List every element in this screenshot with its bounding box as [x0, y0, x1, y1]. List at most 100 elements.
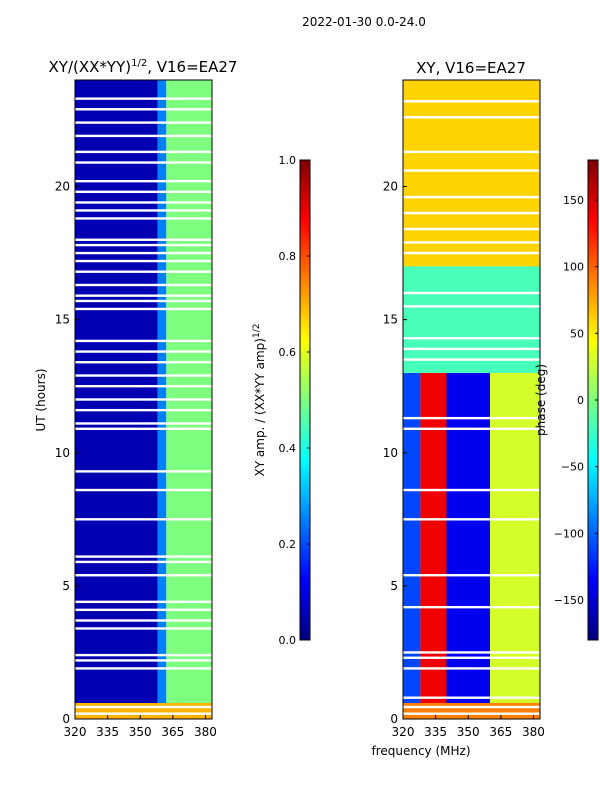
left-flagged-row: [75, 653, 212, 657]
left-flagged-row: [75, 283, 212, 287]
left-y-tick-label: 20: [55, 180, 70, 194]
right-heatmap-region: [403, 372, 421, 704]
left-heatmap-panel: XY/(XX*YY)1/2, V16=EA27 320 335 350 365 380 …: [34, 58, 237, 739]
right-flagged-row: [403, 116, 540, 119]
left-flagged-row: [75, 627, 212, 630]
right-flagged-row: [403, 305, 540, 308]
left-flagged-row: [75, 209, 212, 212]
left-x-tick-label: 365: [161, 725, 184, 739]
right-flagged-row: [403, 150, 540, 154]
right-flagged-row: [403, 358, 540, 361]
left-colorbar-tick-label: 0.6: [279, 346, 297, 359]
left-flagged-row: [75, 659, 212, 662]
right-flagged-row: [403, 712, 540, 715]
left-flagged-row: [75, 374, 212, 377]
left-x-tick-label: 350: [129, 725, 152, 739]
left-flagged-row: [75, 600, 212, 604]
right-flagged-row: [403, 574, 540, 577]
left-colorbar: 0.0 0.2 0.4 0.6 0.8 1.0 XY amp. / (XX*YY amp)…: [252, 154, 311, 647]
right-x-tick-label: 320: [392, 725, 415, 739]
left-heatmap-region: [75, 703, 212, 719]
left-heatmap-area: [75, 80, 212, 719]
right-flagged-row: [403, 211, 540, 215]
left-y-tick-label: 5: [62, 579, 70, 593]
right-colorbar-tick-label: 100: [563, 261, 584, 274]
right-plot-frame: [402, 79, 541, 720]
right-y-tick-label: 5: [390, 579, 398, 593]
right-flagged-row: [403, 347, 540, 351]
right-flagged-row: [403, 605, 540, 609]
right-flagged-row: [403, 656, 540, 659]
right-heatmap-region: [403, 703, 540, 719]
right-heatmap-region: [403, 80, 540, 267]
left-flagged-row: [75, 619, 212, 622]
left-flagged-row: [75, 560, 212, 564]
right-plot-title: XY, V16=EA27: [416, 59, 526, 77]
left-heatmap-region: [166, 80, 212, 704]
left-flagged-row: [75, 307, 212, 311]
left-flagged-row: [75, 398, 212, 401]
right-flagged-row: [403, 291, 540, 295]
right-y-tick-label: 0: [390, 712, 398, 726]
right-flagged-row: [403, 518, 540, 521]
left-flagged-row: [75, 574, 212, 577]
left-flagged-row: [75, 217, 212, 220]
left-colorbar-bar: [299, 159, 311, 641]
right-flagged-row: [403, 651, 540, 654]
right-colorbar-tick-label: −50: [561, 461, 584, 474]
left-flagged-row: [75, 134, 212, 138]
left-colorbar-label: XY amp. / (XX*YY amp)1/2: [252, 324, 267, 477]
left-flagged-row: [75, 339, 212, 343]
left-flagged-row: [75, 555, 212, 558]
right-flagged-row: [403, 416, 540, 420]
right-x-tick-label: 350: [457, 725, 480, 739]
left-colorbar-tick-label: 0.2: [279, 538, 297, 551]
right-colorbar-tick-label: 0: [577, 394, 584, 407]
left-flagged-row: [75, 608, 212, 612]
left-flagged-row: [75, 384, 212, 388]
right-colorbar-label: phase (deg): [534, 364, 548, 436]
left-flagged-row: [75, 270, 212, 273]
left-flagged-row: [75, 251, 212, 255]
left-flagged-row: [75, 488, 212, 492]
right-x-tick-label: 365: [489, 725, 512, 739]
left-flagged-row: [75, 422, 212, 425]
left-x-axis: 320 335 350 365 380: [64, 715, 217, 739]
right-x-tick-label: 380: [522, 725, 545, 739]
left-flagged-row: [75, 427, 212, 430]
right-flagged-row: [403, 696, 540, 699]
right-colorbar-tick-label: 150: [563, 194, 584, 207]
right-flagged-row: [403, 195, 540, 199]
left-x-tick-label: 335: [96, 725, 119, 739]
right-colorbar-tick-label: −150: [554, 594, 584, 607]
left-flagged-row: [75, 97, 212, 100]
left-y-tick-label: 15: [55, 313, 70, 327]
right-flagged-row: [403, 427, 540, 430]
right-flagged-row: [403, 667, 540, 670]
right-flagged-row: [403, 169, 540, 172]
left-flagged-row: [75, 518, 212, 521]
right-flagged-row: [403, 251, 540, 255]
left-flagged-row: [75, 121, 212, 124]
right-colorbar-tick-label: 50: [570, 327, 584, 340]
left-colorbar-tick-label: 1.0: [279, 154, 297, 167]
right-heatmap-panel: XY, V16=EA27 320 335 350 365 380 0 5 10 15 20 fr…: [371, 59, 544, 758]
left-flagged-row: [75, 238, 212, 241]
left-y-tick-label: 0: [62, 712, 70, 726]
figure-suptitle: 2022-01-30 0.0-24.0: [302, 15, 426, 29]
left-heatmap-region: [75, 80, 158, 704]
left-heatmap-region: [157, 80, 167, 704]
left-flagged-row: [75, 161, 212, 164]
left-flagged-row: [75, 108, 212, 111]
right-heatmap-region: [403, 266, 540, 373]
left-flagged-row: [75, 350, 212, 353]
left-colorbar-tick-label: 0.4: [279, 442, 297, 455]
right-x-axis: 320 335 350 365 380: [392, 715, 545, 739]
left-plot-frame: [74, 79, 213, 720]
left-flagged-row: [75, 150, 212, 154]
left-flagged-row: [75, 190, 212, 194]
left-colorbar-ticks: 0.0 0.2 0.4 0.6 0.8 1.0: [279, 154, 310, 647]
right-flagged-row: [403, 227, 540, 231]
left-flagged-row: [75, 712, 212, 715]
